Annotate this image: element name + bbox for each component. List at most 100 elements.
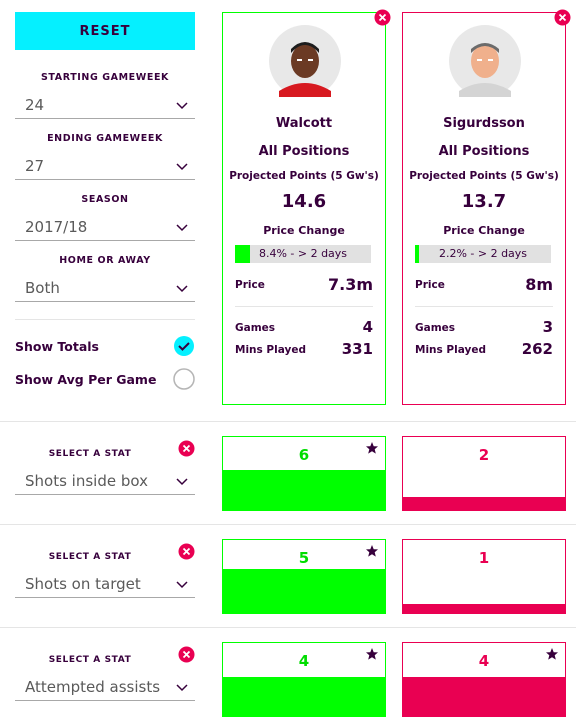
stat-select-value: Shots inside box — [25, 471, 148, 490]
ending-gameweek-label: ENDING GAMEWEEK — [47, 133, 163, 144]
remove-player-icon[interactable] — [374, 9, 391, 26]
games-value: 3 — [542, 318, 553, 336]
starting-gameweek-select[interactable]: 24 — [15, 91, 195, 119]
stat-box-player2: 4 — [402, 642, 566, 717]
player-name: Sigurdsson — [443, 116, 525, 131]
stat-box-player1: 5 — [222, 539, 386, 614]
price-label: Price — [415, 279, 445, 291]
stat-bar — [403, 677, 565, 716]
price-label: Price — [235, 279, 265, 291]
stat-select[interactable]: Shots inside box — [15, 467, 195, 495]
projected-points-label: Projected Points (5 Gw's) — [409, 170, 559, 182]
price-change-label: Price Change — [263, 224, 345, 237]
remove-player-icon[interactable] — [554, 9, 571, 26]
card-divider — [415, 306, 553, 307]
section-divider — [0, 627, 576, 628]
stat-value: 4 — [478, 652, 490, 670]
stat-value: 6 — [298, 446, 310, 464]
stat-select-value: Shots on target — [25, 574, 141, 593]
show-avg-label: Show Avg Per Game — [15, 371, 157, 387]
price-change-bar: 2.2% - > 2 days — [415, 245, 551, 263]
price-value: 8m — [525, 275, 553, 294]
price-change-text: 8.4% - > 2 days — [258, 247, 348, 260]
projected-points-value: 14.6 — [281, 191, 327, 212]
stat-bar — [223, 470, 385, 510]
chevron-down-icon — [176, 162, 188, 170]
card-divider — [235, 306, 373, 307]
chevron-down-icon — [176, 223, 188, 231]
mins-played-label: Mins Played — [415, 344, 486, 356]
check-circle-icon[interactable] — [173, 335, 195, 357]
reset-button[interactable]: RESET — [15, 12, 195, 50]
show-avg-toggle[interactable]: Show Avg Per Game — [15, 368, 195, 390]
season-label: SEASON — [81, 194, 129, 205]
star-icon — [366, 545, 378, 557]
games-value: 4 — [362, 318, 373, 336]
star-icon — [366, 648, 378, 660]
price-change-fill — [235, 245, 250, 263]
show-totals-toggle[interactable]: Show Totals — [15, 335, 195, 357]
chevron-down-icon — [176, 477, 188, 485]
season-select[interactable]: 2017/18 — [15, 213, 195, 241]
stat-box-player1: 4 — [222, 642, 386, 717]
show-totals-label: Show Totals — [15, 338, 99, 354]
games-label: Games — [235, 322, 276, 334]
stat-bar — [223, 677, 385, 716]
stat-box-player2: 1 — [402, 539, 566, 614]
starting-gameweek-value: 24 — [25, 95, 45, 114]
mins-played-value: 331 — [341, 340, 373, 358]
ending-gameweek-select[interactable]: 27 — [15, 152, 195, 180]
stat-bar — [403, 604, 565, 613]
projected-points-label: Projected Points (5 Gw's) — [229, 170, 379, 182]
home-or-away-value: Both — [25, 278, 60, 297]
price-change-label: Price Change — [443, 224, 525, 237]
player-avatar-sigurdsson — [449, 25, 521, 97]
remove-stat-icon[interactable] — [178, 543, 195, 560]
player-card-sigurdsson: Sigurdsson All Positions Projected Point… — [402, 12, 566, 405]
stat-select[interactable]: Attempted assists — [15, 673, 195, 701]
controls-divider — [15, 319, 195, 320]
star-icon — [366, 442, 378, 454]
section-divider — [0, 421, 576, 422]
section-divider — [0, 524, 576, 525]
select-stat-label: SELECT A STAT — [48, 449, 132, 459]
projected-points-value: 13.7 — [461, 191, 507, 212]
chevron-down-icon — [176, 101, 188, 109]
mins-played-value: 262 — [521, 340, 553, 358]
select-stat-label: SELECT A STAT — [48, 552, 132, 562]
stat-value: 4 — [298, 652, 310, 670]
price-change-bar: 8.4% - > 2 days — [235, 245, 371, 263]
season-value: 2017/18 — [25, 217, 88, 236]
stat-bar — [223, 569, 385, 613]
home-or-away-label: HOME OR AWAY — [59, 255, 151, 266]
player-position: All Positions — [438, 144, 530, 159]
player-position: All Positions — [258, 144, 350, 159]
stat-value: 5 — [298, 549, 310, 567]
price-change-text: 2.2% - > 2 days — [438, 247, 528, 260]
price-change-fill — [415, 245, 419, 263]
ending-gameweek-value: 27 — [25, 156, 45, 175]
stat-select-value: Attempted assists — [25, 677, 161, 696]
remove-stat-icon[interactable] — [178, 440, 195, 457]
player-avatar-walcott — [269, 25, 341, 97]
chevron-down-icon — [176, 284, 188, 292]
stat-box-player1: 6 — [222, 436, 386, 511]
stat-bar — [403, 497, 565, 510]
chevron-down-icon — [176, 580, 188, 588]
price-value: 7.3m — [327, 275, 373, 294]
stat-box-player2: 2 — [402, 436, 566, 511]
chevron-down-icon — [176, 683, 188, 691]
stat-value: 1 — [478, 549, 490, 567]
starting-gameweek-label: STARTING GAMEWEEK — [40, 72, 169, 83]
home-or-away-select[interactable]: Both — [15, 274, 195, 302]
star-icon — [546, 648, 558, 660]
select-stat-label: SELECT A STAT — [48, 655, 132, 665]
stat-select[interactable]: Shots on target — [15, 570, 195, 598]
player-name: Walcott — [275, 116, 333, 131]
stat-value: 2 — [478, 446, 490, 464]
remove-stat-icon[interactable] — [178, 646, 195, 663]
mins-played-label: Mins Played — [235, 344, 306, 356]
games-label: Games — [415, 322, 456, 334]
player-card-walcott: Walcott All Positions Projected Points (… — [222, 12, 386, 405]
empty-circle-icon[interactable] — [173, 368, 195, 390]
